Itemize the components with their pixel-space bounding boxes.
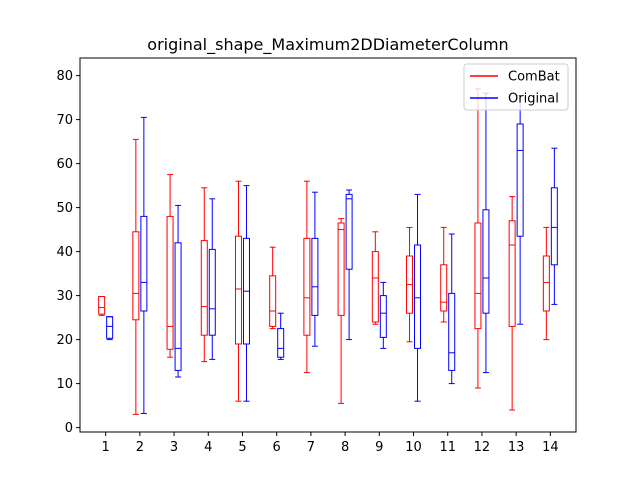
box-body (132, 231, 140, 321)
box-body (542, 255, 550, 312)
y-tick-label: 0 (65, 421, 73, 436)
box-combat-12 (474, 88, 482, 389)
x-tick-label: 4 (204, 440, 212, 455)
x-tick-label: 1 (102, 440, 110, 455)
box-body (208, 248, 216, 336)
x-tick-label: 7 (307, 440, 315, 455)
box-body (345, 193, 353, 270)
box-combat-6 (269, 246, 277, 330)
box-body (440, 264, 448, 312)
box-body (234, 235, 242, 345)
box-combat-7 (303, 180, 311, 374)
box-original-3 (174, 204, 182, 378)
x-tick-label: 3 (170, 440, 178, 455)
series-original (106, 92, 558, 415)
plot-area (79, 57, 577, 433)
y-tick-label: 60 (56, 157, 73, 172)
box-original-11 (448, 233, 456, 385)
chart-title: original_shape_Maximum2DDiameterColumn (147, 35, 508, 55)
y-axis: 0 10 20 30 40 50 60 70 80 (56, 69, 80, 436)
box-body (140, 215, 148, 312)
legend-label-original: Original (508, 92, 559, 107)
box-combat-11 (440, 226, 448, 323)
x-tick-label: 10 (405, 440, 422, 455)
box-original-7 (311, 191, 319, 347)
box-combat-10 (406, 226, 414, 343)
box-body (200, 240, 208, 336)
box-body (337, 222, 345, 316)
box-body (371, 251, 379, 323)
series-combat (98, 88, 550, 415)
box-original-8 (345, 189, 353, 341)
x-tick-label: 8 (341, 440, 349, 455)
x-tick-label: 9 (375, 440, 383, 455)
legend-label-combat: ComBat (508, 70, 560, 85)
box-body (482, 209, 490, 314)
x-axis: 1 2 3 4 5 6 7 8 9 10 11 12 13 14 (102, 432, 559, 455)
axes-frame (79, 57, 577, 433)
box-body (474, 222, 482, 330)
box-body (166, 215, 174, 350)
box-original-2 (140, 116, 148, 415)
box-original-6 (277, 312, 285, 360)
y-tick-label: 50 (56, 201, 73, 216)
box-body (414, 244, 422, 349)
x-tick-label: 14 (542, 440, 559, 455)
box-original-12 (482, 92, 490, 374)
box-body (448, 292, 456, 371)
x-tick-label: 2 (136, 440, 144, 455)
box-combat-3 (166, 174, 174, 358)
box-original-14 (550, 147, 558, 305)
box-body (508, 220, 516, 327)
box-body (311, 237, 319, 316)
x-tick-label: 11 (439, 440, 456, 455)
box-body (174, 242, 182, 371)
y-tick-label: 20 (56, 333, 73, 348)
box-body (98, 295, 106, 315)
y-tick-label: 70 (56, 113, 73, 128)
box-combat-8 (337, 218, 345, 404)
box-body (516, 123, 524, 237)
box-combat-1 (98, 295, 106, 316)
box-original-10 (414, 193, 422, 402)
box-body (277, 328, 285, 358)
x-tick-label: 13 (508, 440, 525, 455)
x-tick-label: 12 (474, 440, 491, 455)
box-body (550, 187, 558, 266)
box-original-5 (242, 185, 250, 402)
legend: ComBat Original (463, 63, 569, 111)
box-combat-2 (132, 138, 140, 415)
box-combat-14 (542, 226, 550, 341)
box-body (379, 295, 387, 338)
y-tick-label: 40 (56, 245, 73, 260)
y-tick-label: 10 (56, 377, 73, 392)
box-original-4 (208, 198, 216, 360)
box-combat-9 (371, 231, 379, 325)
box-original-9 (379, 281, 387, 349)
box-body (303, 237, 311, 336)
box-original-1 (106, 316, 114, 341)
box-body (106, 316, 114, 339)
box-combat-4 (200, 187, 208, 363)
y-tick-label: 80 (56, 69, 73, 84)
box-body (269, 275, 277, 327)
box-combat-13 (508, 196, 516, 411)
x-tick-label: 5 (238, 440, 246, 455)
y-tick-label: 30 (56, 289, 73, 304)
box-original-13 (516, 94, 524, 325)
x-tick-label: 6 (273, 440, 281, 455)
box-combat-5 (234, 180, 242, 402)
